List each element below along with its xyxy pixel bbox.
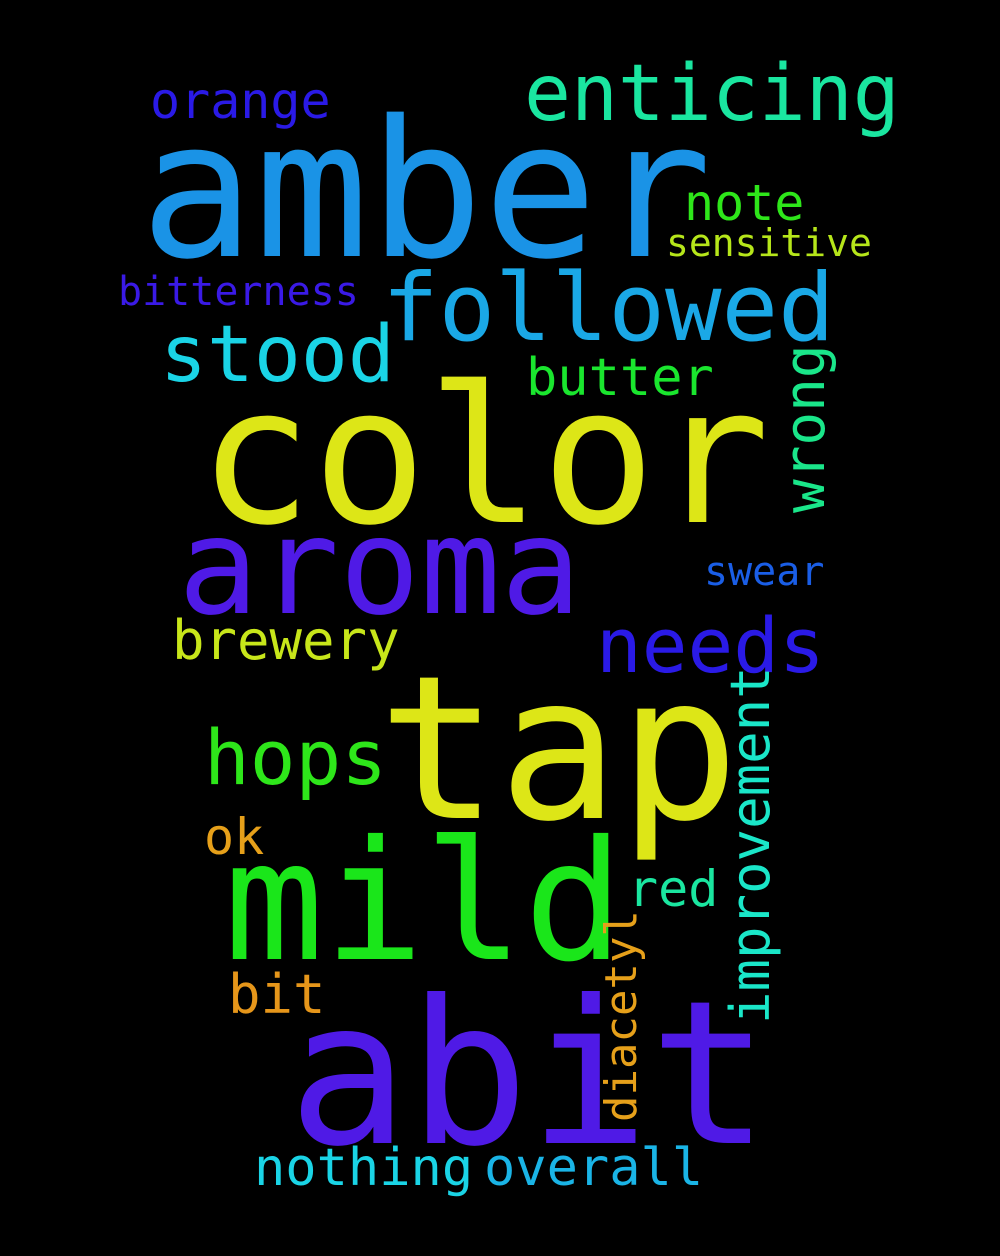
word-sensitive: sensitive xyxy=(666,221,872,265)
word-amber: amber xyxy=(140,80,712,301)
word-bitterness: bitterness xyxy=(118,269,359,315)
word-swear: swear xyxy=(704,549,825,595)
word-abit: abit xyxy=(288,958,770,1191)
word-hops: hops xyxy=(204,713,388,802)
word-red: red xyxy=(628,860,719,918)
word-wrong: wrong xyxy=(773,344,838,513)
word-followed: followed xyxy=(382,254,835,363)
word-orange: orange xyxy=(150,72,331,130)
word-bit: bit xyxy=(228,963,326,1026)
word-overall: overall xyxy=(484,1138,704,1198)
word-ok: ok xyxy=(204,808,265,866)
word-enticing: enticing xyxy=(524,49,900,139)
word-improvement: improvement xyxy=(719,666,782,1024)
word-aroma: aroma xyxy=(178,489,582,645)
word-mild: mild xyxy=(224,806,624,999)
word-color: color xyxy=(198,346,770,567)
word-diacetyl: diacetyl xyxy=(596,910,647,1122)
word-brewery: brewery xyxy=(172,609,400,672)
word-note: note xyxy=(684,174,805,232)
word-nothing: nothing xyxy=(254,1138,474,1198)
word-tap: tap xyxy=(378,633,740,866)
word-stood: stood xyxy=(160,310,395,400)
word-butter: butter xyxy=(526,348,714,408)
word-needs: needs xyxy=(596,601,825,690)
